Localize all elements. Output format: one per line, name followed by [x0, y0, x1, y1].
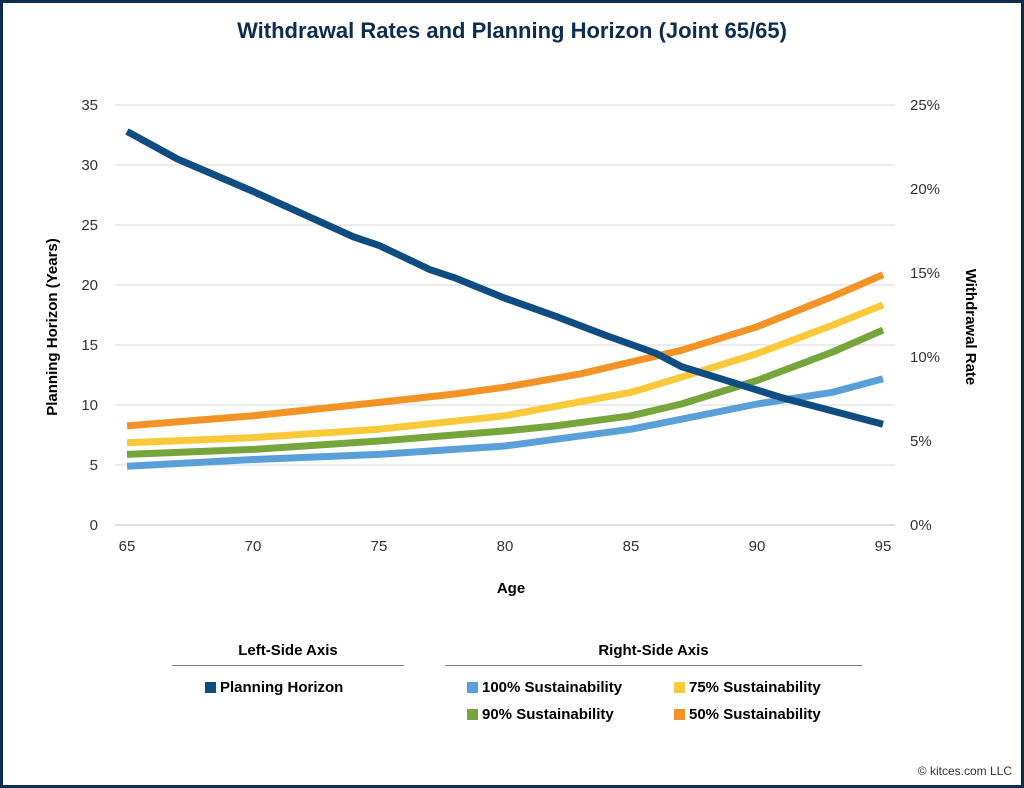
- series-line-50-sustainability: [126, 271, 885, 430]
- legend-label: 90% Sustainability: [482, 706, 614, 723]
- legend-heading-right-axis: Right-Side Axis: [598, 642, 709, 659]
- legend-label: 100% Sustainability: [482, 679, 623, 696]
- y-tick-label-right: 20%: [910, 181, 940, 198]
- x-tick-label: 75: [371, 538, 388, 555]
- legend-swatch: [205, 682, 216, 693]
- y-tick-label-left: 25: [81, 217, 98, 234]
- y-tick-label-left: 35: [81, 97, 98, 114]
- chart-title: Withdrawal Rates and Planning Horizon (J…: [237, 18, 787, 43]
- x-tick-label: 90: [749, 538, 766, 555]
- series-line-planning-horizon: [125, 128, 884, 428]
- y-tick-label-right: 0%: [910, 517, 932, 534]
- y-axis-title-right: Withdrawal Rate: [962, 269, 979, 386]
- y-tick-label-right: 15%: [910, 265, 940, 282]
- y-tick-label-left: 30: [81, 157, 98, 174]
- series-line-75-sustainability: [126, 301, 885, 447]
- legend-label: Planning Horizon: [220, 679, 344, 696]
- series-line-100-sustainability: [126, 375, 884, 470]
- y-tick-label-left: 0: [90, 517, 98, 534]
- y-tick-label-left: 20: [81, 277, 98, 294]
- y-tick-label-right: 10%: [910, 349, 940, 366]
- legend-item-90-sustainability: 90% Sustainability: [467, 706, 614, 723]
- copyright-notice: © kitces.com LLC: [917, 764, 1012, 778]
- y-tick-label-right: 5%: [910, 433, 932, 450]
- y-tick-label-left: 15: [81, 337, 98, 354]
- y-axis-title-left: Planning Horizon (Years): [44, 238, 61, 416]
- x-tick-label: 85: [623, 538, 640, 555]
- x-tick-label: 80: [497, 538, 514, 555]
- legend-item-50-sustainability: 50% Sustainability: [674, 706, 821, 723]
- legend-swatch: [467, 682, 478, 693]
- x-axis-title: Age: [497, 580, 525, 597]
- y-tick-label-left: 5: [90, 457, 98, 474]
- x-tick-label: 95: [875, 538, 892, 555]
- legend-swatch: [674, 709, 685, 720]
- legend-item-planning-horizon: Planning Horizon: [205, 679, 343, 696]
- legend-heading-left-axis: Left-Side Axis: [238, 642, 338, 659]
- legend-swatch: [674, 682, 685, 693]
- line-chart: 0 5 10 15 20 25 30 35 0% 5% 10% 15% 20% 25% 65 70 75 80 85…: [44, 97, 979, 597]
- legend-rule-left: [172, 665, 404, 666]
- x-tick-label: 65: [119, 538, 136, 555]
- x-tick-label: 70: [245, 538, 262, 555]
- series-line-90-sustainability: [126, 326, 885, 458]
- y-tick-label-left: 10: [81, 397, 98, 414]
- legend-label: 50% Sustainability: [689, 706, 821, 723]
- legend-item-100-sustainability: 100% Sustainability: [467, 679, 622, 696]
- legend-label: 75% Sustainability: [689, 679, 821, 696]
- y-tick-label-right: 25%: [910, 97, 940, 114]
- legend-rule-right: [445, 665, 862, 666]
- legend-swatch: [467, 709, 478, 720]
- legend-item-75-sustainability: 75% Sustainability: [674, 679, 821, 696]
